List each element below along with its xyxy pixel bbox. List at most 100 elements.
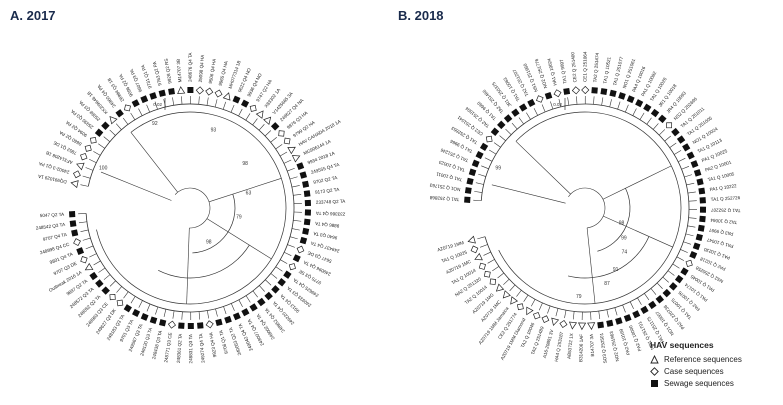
sewage-marker (264, 291, 273, 301)
legend: HAV sequences Reference sequences Case s… (650, 340, 742, 389)
leaf-branch (567, 97, 570, 106)
sewage-marker (511, 108, 520, 117)
sewage-marker (187, 322, 194, 330)
leaf-label: 248361 Q2 TA (176, 333, 183, 364)
sewage-marker (466, 177, 474, 185)
leaf-branch (499, 135, 506, 142)
sewage-marker (689, 251, 698, 259)
sewage-marker (471, 159, 480, 168)
leaf-branch (265, 279, 272, 286)
leaf-label: PA2 Q 10001 (704, 160, 732, 173)
tree-branch (586, 227, 596, 304)
leaf-label: TA1 Q 251077 (612, 56, 624, 86)
leaf-branch (533, 108, 538, 116)
leaf-branch (550, 101, 554, 110)
bootstrap-value: 98 (242, 161, 248, 167)
case-marker (571, 86, 581, 95)
leaf-branch (676, 256, 685, 261)
leaf-branch (637, 297, 642, 305)
sewage-marker (650, 108, 660, 118)
leaf-branch (526, 112, 531, 120)
leaf-branch (181, 96, 183, 105)
triangle-icon (650, 354, 659, 363)
leaf-branch (475, 182, 484, 185)
leaf-branch (93, 151, 101, 156)
sewage-marker (215, 318, 223, 327)
case-marker (559, 319, 568, 329)
sewage-marker (597, 321, 604, 329)
tree-arc (498, 111, 682, 305)
tree-branch (603, 215, 673, 248)
sewage-marker (283, 270, 292, 279)
legend-label-reference: Reference sequences (664, 354, 742, 364)
leaf-branch (614, 307, 618, 316)
case-marker (533, 311, 541, 320)
leaf-branch (109, 129, 116, 136)
leaf-branch (130, 296, 136, 304)
sewage-marker (240, 99, 250, 108)
leaf-branch (80, 184, 89, 187)
sewage-marker (674, 274, 684, 284)
leaf-label: PA1 Q 10230 (703, 247, 731, 261)
sewage-marker (693, 169, 702, 177)
sewage-marker (158, 89, 166, 97)
sewage-marker (479, 142, 489, 151)
case-marker (214, 89, 223, 98)
sewage-marker (686, 151, 695, 160)
diamond-icon (650, 366, 659, 376)
sewage-marker (609, 89, 617, 97)
leaf-label: TA1 Q 252207 (711, 208, 741, 213)
sewage-marker (249, 303, 258, 312)
case-marker (195, 86, 204, 95)
case-marker (109, 293, 116, 301)
leaf-branch (98, 267, 106, 273)
leaf-branch (547, 305, 551, 314)
leaf-label: CE2 Q 251400 (570, 51, 577, 82)
leaf-branch (154, 101, 158, 110)
leaf-branch (289, 176, 298, 180)
leaf-branch (538, 302, 543, 311)
case-marker (89, 136, 97, 144)
leaf-branch (116, 123, 122, 130)
case-marker (72, 170, 81, 179)
sewage-marker (600, 88, 608, 95)
reference-marker (577, 322, 587, 331)
sewage-marker (140, 95, 149, 104)
leaf-label: AZ0719 1MM (437, 240, 465, 252)
leaf-branch (85, 167, 94, 171)
bootstrap-value: 98 (206, 239, 212, 245)
leaf-branch (238, 299, 243, 308)
sewage-marker (69, 211, 76, 218)
leaf-branch (291, 228, 300, 231)
leaf-branch (493, 142, 501, 148)
leaf-branch (103, 274, 111, 280)
sewage-marker (232, 312, 241, 321)
leaf-branch (82, 175, 91, 179)
leaf-branch (555, 308, 559, 317)
sewage-marker (101, 286, 110, 295)
leaf-branch (146, 104, 150, 113)
sewage-marker (69, 220, 77, 227)
leaf-branch (155, 306, 159, 315)
leaf-branch (685, 233, 694, 237)
leaf-branch (644, 293, 650, 301)
sewage-marker (178, 322, 185, 329)
sewage-marker (132, 308, 141, 317)
leaf-branch (478, 173, 486, 177)
reference-marker (474, 252, 483, 261)
leaf-label: 9923 Q4 HA (208, 331, 217, 358)
sewage-marker (197, 322, 204, 329)
tree-branch (186, 227, 190, 304)
bootstrap-value: 63 (246, 191, 252, 197)
case-marker (80, 152, 88, 161)
leaf-label: NO1 Q 251763 (429, 182, 461, 192)
leaf-label: NO2 Q 251963 (609, 330, 620, 362)
case-marker (116, 299, 124, 307)
leaf-branch (103, 136, 111, 142)
case-marker (483, 270, 491, 278)
leaf-branch (293, 220, 302, 222)
bootstrap-value: 100 (99, 165, 108, 171)
leaf-label: TA2 Q 251474 (592, 52, 599, 82)
leaf-label: TA1 Q 9997 (559, 59, 568, 84)
